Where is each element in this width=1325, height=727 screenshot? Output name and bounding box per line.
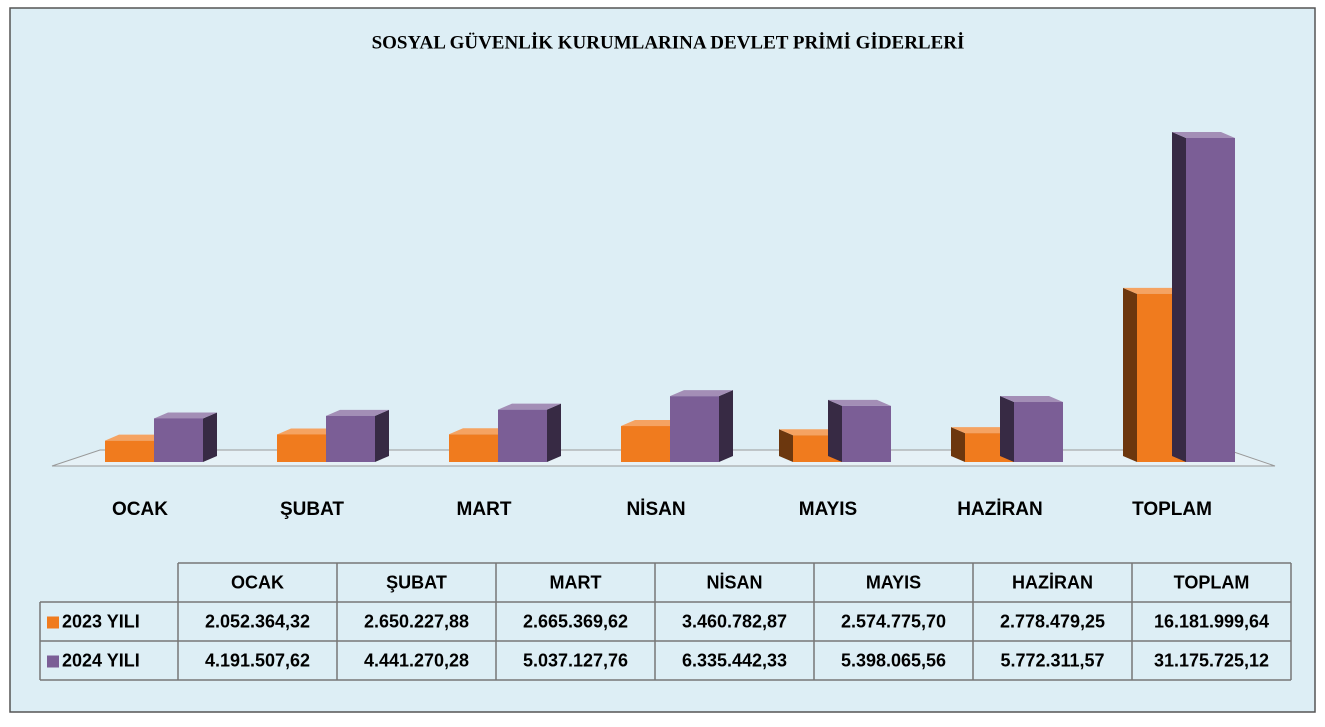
bar — [842, 405, 891, 462]
bar-top — [154, 412, 217, 419]
table-value: 2.650.227,88 — [364, 611, 469, 631]
bar — [277, 434, 326, 462]
table-value: 4.441.270,28 — [364, 650, 469, 670]
table-value: 6.335.442,33 — [682, 650, 787, 670]
bar-top — [277, 428, 340, 435]
table-header: HAZİRAN — [1012, 572, 1093, 592]
legend-swatch — [47, 616, 59, 629]
table-value: 4.191.507,62 — [205, 650, 310, 670]
bar-top — [105, 434, 168, 441]
bar-side — [779, 429, 793, 462]
bar — [326, 415, 375, 462]
bar — [105, 440, 154, 462]
table-value: 3.460.782,87 — [682, 611, 787, 631]
x-tick-label: NİSAN — [626, 499, 685, 520]
bar-side — [1172, 132, 1186, 462]
x-tick-label: HAZİRAN — [957, 499, 1043, 520]
table-header: MAYIS — [866, 572, 921, 592]
legend-swatch — [47, 655, 59, 668]
bar-top — [326, 409, 389, 416]
bar-side — [375, 409, 389, 462]
bar-top — [779, 429, 842, 436]
bar-side — [547, 403, 561, 462]
bar — [449, 434, 498, 462]
table-value: 2.574.775,70 — [841, 611, 946, 631]
bar-top — [670, 390, 733, 397]
table-value: 2.778.479,25 — [1000, 611, 1105, 631]
bar-side — [1000, 396, 1014, 462]
bar-top — [449, 428, 512, 435]
chart-frame — [9, 7, 1316, 713]
bar-top — [1123, 287, 1186, 294]
table-header: TOPLAM — [1174, 572, 1250, 592]
bar-side — [719, 390, 733, 462]
x-tick-label: ŞUBAT — [280, 499, 344, 520]
x-tick-label: TOPLAM — [1132, 499, 1212, 520]
legend-label: 2024 YILI — [62, 650, 140, 670]
bar — [498, 409, 547, 462]
bar-side — [1123, 287, 1137, 462]
table-value: 2.665.369,62 — [523, 611, 628, 631]
bar — [670, 396, 719, 462]
bar-top — [951, 427, 1014, 434]
chart-title: SOSYAL GÜVENLİK KURUMLARINA DEVLET PRİMİ… — [372, 32, 965, 53]
bar — [1186, 138, 1235, 462]
table-value: 16.181.999,64 — [1154, 611, 1269, 631]
table-header: ŞUBAT — [386, 572, 447, 592]
bar — [1014, 402, 1063, 462]
table-header: OCAK — [231, 572, 284, 592]
table-value: 2.052.364,32 — [205, 611, 310, 631]
table-header: NİSAN — [706, 572, 762, 592]
x-tick-label: MAYIS — [799, 499, 857, 520]
bar-side — [203, 412, 217, 462]
table-value: 5.398.065,56 — [841, 650, 946, 670]
bar-side — [951, 427, 965, 462]
legend-label: 2023 YILI — [62, 611, 140, 631]
bar-top — [498, 403, 561, 410]
table-value: 31.175.725,12 — [1154, 650, 1269, 670]
table-value: 5.772.311,57 — [1000, 650, 1104, 670]
bar-side — [828, 399, 842, 462]
bar-top — [1172, 132, 1235, 138]
x-tick-label: MART — [457, 499, 512, 520]
bar-top — [1000, 396, 1063, 403]
bar-top — [621, 420, 684, 427]
bar — [154, 418, 203, 462]
bar-top — [828, 399, 891, 406]
table-value: 5.037.127,76 — [523, 650, 628, 670]
x-tick-label: OCAK — [112, 499, 168, 520]
bar — [621, 426, 670, 462]
table-header: MART — [550, 572, 602, 592]
